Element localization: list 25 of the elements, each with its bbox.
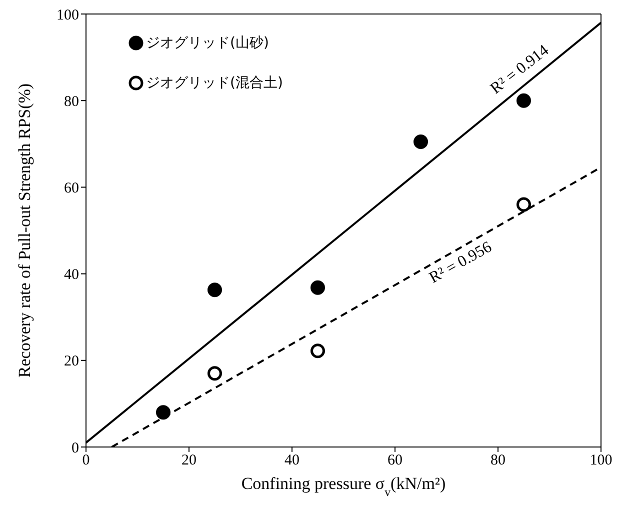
x-tick-label: 0 [82, 452, 90, 469]
point [310, 344, 325, 358]
y-tick-label: 100 [56, 7, 79, 24]
annotation: R² = 0.956 [426, 238, 495, 287]
point [414, 134, 428, 149]
legend-label: ジオグリッド(山砂) [146, 34, 269, 52]
y-axis-title: Recovery rate of Pull-out Strength RPS(%) [15, 83, 34, 378]
x-tick-label: 40 [284, 452, 300, 469]
x-tick-label: 100 [590, 452, 612, 469]
y-tick-label: 40 [64, 267, 79, 284]
y-tick-label: 60 [64, 180, 79, 197]
point [516, 197, 531, 212]
y-tick-label: 0 [72, 440, 79, 456]
point [310, 280, 325, 295]
x-tick-label: 20 [182, 452, 196, 469]
point [208, 282, 222, 298]
point [516, 93, 531, 108]
x-tick-label: 80 [490, 452, 506, 469]
point [156, 405, 170, 420]
legend-label: ジオグリッド(混合土) [146, 74, 283, 92]
point [208, 366, 222, 381]
y-tick-label: 80 [64, 94, 79, 110]
y-tick-label: 20 [64, 354, 79, 370]
x-tick-label: 60 [388, 452, 402, 469]
x-axis-title: Confining pressure σ$_{v}$(kN/m²) [241, 474, 446, 499]
